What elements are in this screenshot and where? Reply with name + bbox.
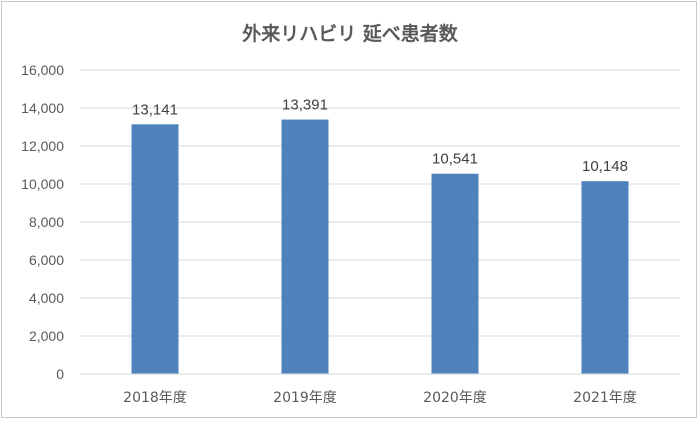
data-label: 13,391 [282,97,328,114]
x-tick-label: 2018年度 [123,390,187,406]
data-labels: 13,141 13,391 10,541 10,148 [132,97,628,176]
y-tick-label: 6,000 [29,252,64,268]
y-tick-label: 10,000 [21,176,64,192]
bar-2018年度 [131,124,179,374]
x-axis-ticks: 2018年度 2019年度 2020年度 2021年度 [123,390,637,406]
y-tick-label: 12,000 [21,138,64,154]
x-tick-label: 2019年度 [273,390,337,406]
y-tick-label: 14,000 [21,100,64,116]
y-axis-ticks: 0 2,000 4,000 6,000 8,000 10,000 12,000 14,000 1… [21,62,64,382]
bar-2020年度 [431,173,479,374]
gridlines [80,69,680,337]
y-tick-label: 4,000 [29,290,64,306]
bar-2021年度 [581,181,629,374]
data-label: 10,541 [432,151,478,168]
x-tick-label: 2020年度 [423,390,487,406]
chart-title: 外来リハビリ 延べ患者数 [242,22,459,45]
x-tick-label: 2021年度 [573,390,637,406]
data-label: 13,141 [132,101,178,118]
y-tick-label: 2,000 [29,328,64,344]
data-label: 10,148 [582,158,628,175]
y-tick-label: 16,000 [21,62,64,78]
y-tick-label: 0 [56,366,64,382]
bar-2019年度 [281,119,329,374]
y-tick-label: 8,000 [29,214,64,230]
bars [131,119,629,374]
